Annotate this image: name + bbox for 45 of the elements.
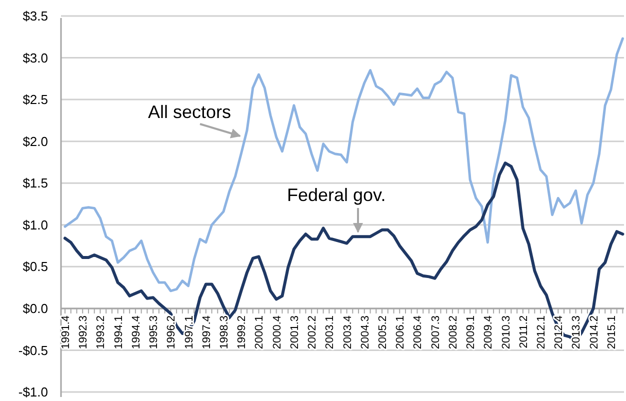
x-tick-label: 1996.2 bbox=[166, 315, 178, 350]
x-tick-label: 1994.4 bbox=[130, 315, 142, 350]
line-series bbox=[64, 37, 624, 292]
y-tick-label: -$1.0 bbox=[18, 384, 48, 400]
x-tick-label: 1997.4 bbox=[200, 315, 213, 350]
x-tick-label: 2000.4 bbox=[271, 315, 284, 350]
x-tick-label: 1993.2 bbox=[95, 315, 108, 350]
x-tick-label: 1999.2 bbox=[236, 315, 248, 350]
y-tick-label: $3.0 bbox=[22, 50, 48, 66]
x-tick-label: 2010.3 bbox=[500, 315, 512, 350]
x-tick-label: 2008.2 bbox=[447, 315, 460, 350]
y-tick-label: $1.0 bbox=[22, 217, 48, 232]
x-tick-label: 2001.3 bbox=[288, 315, 301, 350]
y-tick-label: $3.5 bbox=[22, 8, 48, 24]
x-tick-label: 2006.1 bbox=[394, 315, 407, 350]
x-tick-label: 1991.4 bbox=[60, 315, 72, 350]
y-tick-label: $0.0 bbox=[22, 300, 48, 316]
x-tick-label: 1994.1 bbox=[112, 315, 125, 350]
x-tick-label: 1995.3 bbox=[148, 315, 160, 350]
x-tick-label: 2014.2 bbox=[588, 315, 600, 350]
x-tick-label: 2011.2 bbox=[518, 315, 530, 348]
y-tick-label: $1.5 bbox=[22, 176, 48, 191]
x-tick-label: 2003.1 bbox=[324, 315, 336, 350]
x-tick-label: 2000.1 bbox=[254, 315, 266, 350]
x-tick-label: 2003.4 bbox=[342, 315, 354, 350]
y-tick-label: $0.5 bbox=[22, 259, 48, 274]
x-tick-label: 2013.3 bbox=[570, 315, 583, 350]
y-tick-label: -$0.5 bbox=[18, 342, 48, 358]
x-tick-label: 2004.3 bbox=[359, 315, 372, 350]
x-tick-label: 1998.3 bbox=[218, 315, 231, 350]
x-tick-label: 1992.3 bbox=[78, 315, 90, 350]
x-tick-label: 2012.1 bbox=[536, 315, 548, 350]
x-tick-label: 2009.4 bbox=[482, 315, 495, 350]
x-tick-label: 2009.1 bbox=[465, 315, 478, 350]
series-label: All sectors bbox=[148, 102, 232, 122]
y-tick-label: $2.0 bbox=[22, 134, 48, 149]
x-tick-label: 1997.1 bbox=[183, 315, 196, 350]
x-tick-label: 2007.3 bbox=[430, 315, 442, 350]
x-tick-label: 2015.1 bbox=[606, 315, 618, 350]
x-tick-label: 2006.4 bbox=[412, 315, 424, 350]
x-tick-label: 2012.4 bbox=[553, 315, 566, 350]
y-tick-label: $2.5 bbox=[22, 92, 48, 108]
x-tick-label: 2005.2 bbox=[377, 315, 390, 350]
x-tick-label: 2002.2 bbox=[306, 315, 319, 350]
series-label: Federal gov. bbox=[287, 185, 386, 205]
